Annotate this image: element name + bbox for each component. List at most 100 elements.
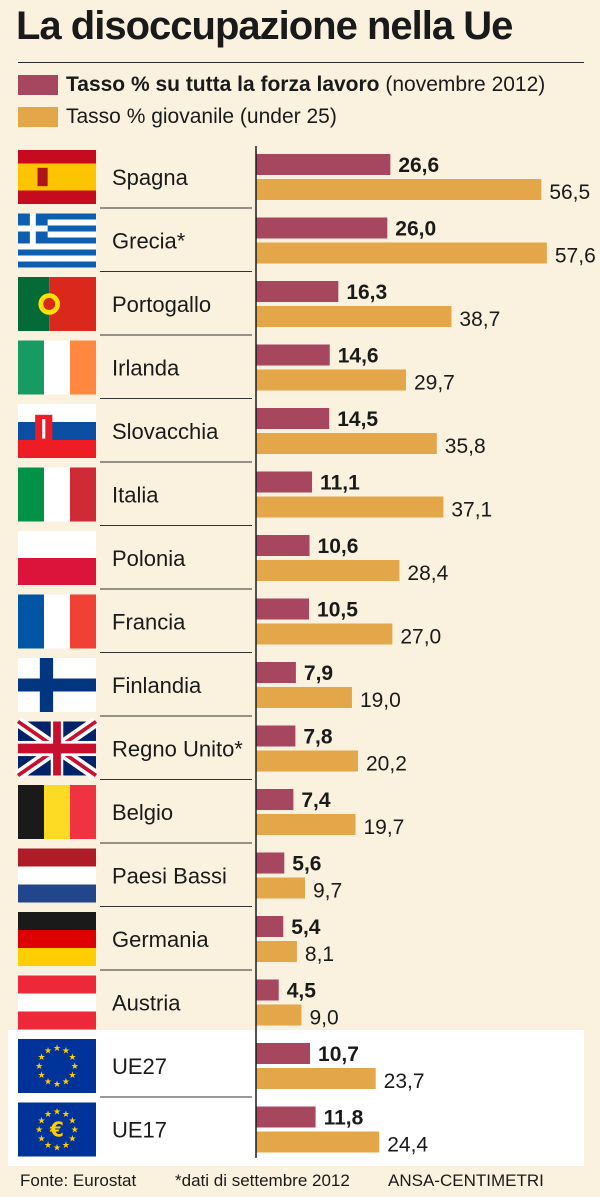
value-label-overall: 7,8 <box>303 726 333 749</box>
value-label-overall: 4,5 <box>287 980 317 1003</box>
value-label-overall: 14,6 <box>338 345 379 368</box>
country-row: ★ ★★★★★★★★★★★UE27 10,723,7 <box>18 1039 425 1098</box>
country-row: Germania 5,4 8,1 <box>18 912 334 971</box>
country-row: Polonia 10,6 28,4 <box>18 531 449 590</box>
flag-icon-gb <box>14 717 100 780</box>
svg-text:★: ★ <box>44 1109 52 1119</box>
svg-text:★: ★ <box>38 1070 46 1080</box>
flag-icon-es <box>18 150 96 204</box>
value-label-youth: 23,7 <box>384 1070 425 1093</box>
bar-youth <box>256 242 547 264</box>
value-label-youth: 27,0 <box>400 626 441 649</box>
legend-swatch-overall <box>18 75 58 95</box>
svg-text:★: ★ <box>68 1116 76 1126</box>
svg-text:★: ★ <box>44 1046 52 1056</box>
value-label-overall: 5,4 <box>291 916 321 939</box>
country-label: Germania <box>112 927 209 952</box>
flag-icon-nl <box>18 848 96 903</box>
flag-icon-de <box>18 912 96 966</box>
country-row: Francia 10,5 27,0 <box>18 594 441 653</box>
flag-icon-fi <box>18 658 96 712</box>
svg-text:★: ★ <box>68 1052 76 1062</box>
value-label-overall: 11,8 <box>324 1107 364 1130</box>
value-label-youth: 56,5 <box>549 181 590 204</box>
svg-text:★: ★ <box>53 1079 61 1089</box>
svg-text:★: ★ <box>38 1116 46 1126</box>
value-label-overall: 10,7 <box>318 1043 359 1066</box>
country-row: Paesi Bassi 5,6 9,7 <box>18 848 342 907</box>
flag-icon-at <box>18 975 96 1030</box>
country-row: Belgio 7,4 19,7 <box>18 785 404 844</box>
bar-overall <box>256 789 294 810</box>
legend-period: (novembre 2012) <box>385 73 546 96</box>
svg-text:★: ★ <box>38 1133 46 1143</box>
value-label-youth: 57,6 <box>555 245 596 268</box>
value-label-overall: 11,1 <box>320 472 360 495</box>
flag-icon-ie <box>18 340 96 395</box>
svg-text:€: € <box>49 1118 64 1142</box>
legend-item-youth: Tasso % giovanile (under 25) <box>18 105 337 128</box>
legend-item-overall: Tasso % su tutta la forza lavoro (novemb… <box>18 73 546 96</box>
flag-icon-sk <box>18 404 96 458</box>
value-label-youth: 24,4 <box>387 1134 428 1157</box>
country-row: Spagna 26,6 56,5 <box>18 150 590 209</box>
bar-overall <box>256 979 279 1001</box>
bar-overall <box>256 1106 316 1128</box>
bar-youth <box>256 560 400 581</box>
country-label: Belgio <box>112 800 173 825</box>
bar-youth <box>256 1004 302 1026</box>
svg-text:★: ★ <box>53 1107 61 1117</box>
svg-text:★: ★ <box>62 1140 70 1150</box>
bar-overall <box>256 408 330 429</box>
bar-youth <box>256 306 452 327</box>
value-label-overall: 14,5 <box>337 408 378 431</box>
value-label-youth: 35,8 <box>445 435 486 458</box>
bar-overall <box>256 598 310 620</box>
value-label-overall: 5,6 <box>292 853 321 876</box>
country-row: Slovacchia 14,5 35,8 <box>18 404 486 463</box>
country-row: Finlandia 7,9 19,0 <box>18 658 401 717</box>
country-label: Italia <box>112 483 159 508</box>
bar-youth <box>256 496 444 518</box>
value-label-youth: 29,7 <box>414 372 455 395</box>
svg-text:★: ★ <box>68 1070 76 1080</box>
value-label-overall: 7,4 <box>301 789 331 812</box>
title-rule <box>18 62 584 63</box>
svg-text:★: ★ <box>68 1133 76 1143</box>
country-label: UE17 <box>112 1118 167 1143</box>
bar-overall <box>256 852 285 874</box>
value-label-youth: 28,4 <box>407 562 448 585</box>
country-row: Italia 11,1 37,1 <box>18 467 492 526</box>
svg-text:★: ★ <box>35 1125 43 1135</box>
value-label-youth: 19,7 <box>363 816 404 839</box>
value-label-overall: 10,5 <box>317 599 358 622</box>
value-label-youth: 9,0 <box>309 1007 338 1030</box>
value-label-youth: 37,1 <box>451 499 492 522</box>
bar-overall <box>256 281 339 302</box>
country-label: Austria <box>112 991 181 1016</box>
value-label-youth: 9,7 <box>313 880 342 903</box>
flag-icon-eu17: ★ ★★★★★★★★★★★€ <box>18 1102 96 1157</box>
value-label-overall: 16,3 <box>346 281 387 304</box>
country-label: Finlandia <box>112 673 202 698</box>
value-label-overall: 26,6 <box>398 154 439 177</box>
value-label-overall: 26,0 <box>395 218 436 241</box>
bar-overall <box>256 344 330 366</box>
country-label: Francia <box>112 610 186 635</box>
value-label-overall: 7,9 <box>304 662 333 685</box>
bar-overall <box>256 916 284 937</box>
bar-youth <box>256 1131 380 1153</box>
bar-overall <box>256 471 313 493</box>
bar-overall <box>256 725 296 747</box>
country-row: Grecia* 26,0 57,6 <box>18 213 596 272</box>
svg-text:★: ★ <box>53 1142 61 1152</box>
svg-text:★: ★ <box>62 1076 70 1086</box>
country-row: ★ ★★★★★★★★★★★€ UE17 11,8 24,4 <box>18 1102 428 1157</box>
flag-icon-eu: ★ ★★★★★★★★★★★ <box>18 1039 96 1093</box>
bar-youth <box>256 433 437 454</box>
svg-text:★: ★ <box>62 1109 70 1119</box>
svg-text:★: ★ <box>35 1061 43 1071</box>
bar-youth <box>256 1068 376 1089</box>
svg-text:★: ★ <box>44 1076 52 1086</box>
flag-icon-be <box>18 785 96 839</box>
